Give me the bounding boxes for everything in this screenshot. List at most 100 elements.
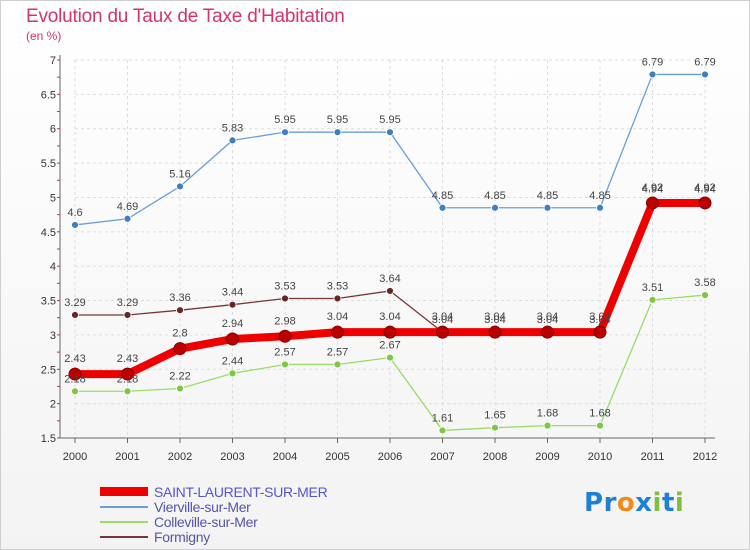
logo-letter: r: [603, 488, 617, 518]
data-label: 2.94: [222, 318, 243, 330]
y-tick-label: 3.5: [41, 296, 56, 308]
data-point: [68, 367, 82, 381]
x-tick-label: 2008: [483, 451, 507, 463]
y-tick-label: 1.5: [41, 433, 56, 445]
data-point: [438, 426, 447, 435]
logo-letter: P: [584, 488, 604, 518]
data-label: 1.68: [537, 408, 558, 420]
data-point: [333, 360, 342, 369]
data-point: [123, 387, 132, 396]
data-label: 4.85: [484, 190, 505, 202]
data-point: [228, 300, 237, 309]
data-label: 6.79: [694, 56, 715, 68]
data-point: [648, 295, 657, 304]
x-tick-label: 2005: [325, 451, 349, 463]
data-label: 2.67: [379, 340, 400, 352]
data-label: 4.69: [117, 201, 138, 213]
data-point: [173, 342, 187, 356]
x-tick-label: 2006: [378, 451, 402, 463]
x-tick-label: 2003: [220, 451, 244, 463]
x-tick-label: 2009: [535, 451, 559, 463]
data-point: [121, 367, 134, 381]
data-label: 3.04: [379, 311, 400, 323]
data-point: [226, 332, 239, 346]
data-label: 2.22: [169, 371, 190, 383]
legend-swatch: [100, 487, 148, 496]
data-point: [383, 325, 397, 339]
data-point: [593, 325, 607, 339]
data-point: [436, 325, 449, 339]
logo-letter: t: [661, 488, 675, 518]
data-label: 3.04: [589, 311, 610, 323]
data-label: 1.68: [589, 408, 610, 420]
data-label: 5.95: [327, 114, 348, 126]
y-tick-label: 5.5: [41, 158, 56, 170]
data-label: 2.18: [64, 373, 85, 385]
data-label: 2.18: [117, 373, 138, 385]
data-point: [438, 203, 447, 212]
data-point: [176, 384, 184, 393]
legend-item: Formigny: [100, 528, 327, 545]
legend-label: Formigny: [154, 528, 210, 545]
y-tick-label: 4: [50, 261, 56, 273]
data-point: [701, 291, 709, 299]
legend-label: SAINT-LAURENT-SUR-MER: [154, 483, 328, 500]
data-point: [123, 214, 132, 223]
x-tick-label: 2000: [63, 451, 87, 463]
data-label: 6.79: [642, 56, 663, 68]
data-point: [71, 311, 79, 319]
data-label: 3.53: [327, 280, 348, 292]
data-point: [386, 353, 394, 362]
chart-title: Evolution du Taux de Taxe d'Habitation: [26, 6, 345, 27]
data-label: 4.94: [642, 184, 663, 196]
x-tick-label: 2007: [430, 451, 454, 463]
data-point: [331, 325, 344, 339]
chart-subtitle: (en %): [26, 29, 62, 43]
data-point: [228, 136, 237, 145]
data-label: 3.64: [379, 273, 400, 285]
legend-item: SAINT-LAURENT-SUR-MER: [100, 483, 328, 500]
legend-label: Vierville-sur-Mer: [154, 498, 251, 515]
data-point: [333, 128, 342, 137]
data-point: [646, 196, 659, 210]
data-label: 3.44: [222, 287, 243, 299]
data-label: 2.43: [64, 353, 85, 365]
x-tick-label: 2001: [115, 451, 139, 463]
data-label: 2.98: [274, 315, 295, 327]
data-point: [123, 311, 132, 319]
data-label: 3.04: [484, 311, 505, 323]
logo-letter: i: [652, 488, 662, 518]
data-point: [281, 128, 289, 137]
data-point: [701, 70, 709, 79]
data-point: [281, 294, 289, 303]
data-label: 2.57: [274, 346, 295, 358]
x-tick-label: 2004: [273, 451, 297, 463]
data-point: [176, 182, 184, 191]
x-tick-label: 2011: [641, 451, 665, 463]
logo-letter: x: [635, 488, 653, 518]
data-label: 1.65: [484, 410, 505, 422]
data-label: 5.95: [379, 114, 400, 126]
x-tick-label: 2012: [693, 451, 717, 463]
data-label: 3.04: [327, 311, 348, 323]
y-tick-label: 5: [50, 192, 56, 204]
chart-legend: SAINT-LAURENT-SUR-MER Vierville-sur-Mer Co…: [100, 483, 328, 545]
data-label: 3.04: [484, 314, 505, 326]
data-label: 4.6: [67, 207, 82, 219]
data-label: 4.92: [642, 182, 663, 194]
data-label: 3.04: [432, 311, 453, 323]
data-label: 5.95: [274, 114, 295, 126]
x-tick-label: 2002: [168, 451, 192, 463]
data-point: [228, 369, 237, 378]
y-tick-label: 4.5: [41, 227, 56, 239]
data-point: [596, 421, 604, 430]
legend-swatch: [100, 505, 148, 508]
data-label: 3.04: [589, 314, 610, 326]
legend-label: Colleville-sur-Mer: [154, 513, 258, 530]
data-label: 4.85: [432, 190, 453, 202]
data-point: [543, 203, 552, 212]
legend-swatch: [100, 535, 148, 538]
data-label: 5.83: [222, 122, 243, 134]
data-label: 4.94: [694, 184, 715, 196]
